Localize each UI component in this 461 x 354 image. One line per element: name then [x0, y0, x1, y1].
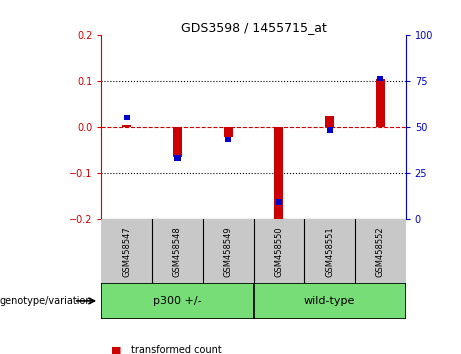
Bar: [304, 219, 355, 283]
Text: GSM458548: GSM458548: [173, 226, 182, 277]
Bar: [173, 127, 182, 157]
Bar: [355, 219, 406, 283]
Bar: [152, 219, 203, 283]
Bar: [376, 79, 385, 127]
Bar: [377, 76, 384, 81]
Bar: [326, 127, 333, 133]
Bar: [276, 199, 282, 205]
Bar: [203, 219, 254, 283]
Bar: [122, 125, 131, 127]
Bar: [274, 127, 284, 222]
Text: ■: ■: [111, 346, 124, 354]
Bar: [101, 219, 152, 283]
Bar: [254, 219, 304, 283]
Text: GSM458552: GSM458552: [376, 226, 385, 277]
Text: wild-type: wild-type: [304, 296, 355, 306]
Text: GSM458547: GSM458547: [122, 226, 131, 277]
Bar: [174, 155, 181, 161]
Text: p300 +/-: p300 +/-: [153, 296, 202, 306]
Bar: [124, 115, 130, 120]
Bar: [225, 137, 231, 142]
Bar: [224, 127, 233, 137]
Bar: [254, 283, 406, 319]
Bar: [101, 283, 254, 319]
Text: GSM458551: GSM458551: [325, 226, 334, 277]
Text: genotype/variation: genotype/variation: [0, 296, 92, 306]
Text: GSM458550: GSM458550: [274, 226, 284, 277]
Text: GSM458549: GSM458549: [224, 226, 233, 277]
Bar: [325, 116, 334, 127]
Title: GDS3598 / 1455715_at: GDS3598 / 1455715_at: [181, 21, 326, 34]
Text: transformed count: transformed count: [131, 346, 222, 354]
